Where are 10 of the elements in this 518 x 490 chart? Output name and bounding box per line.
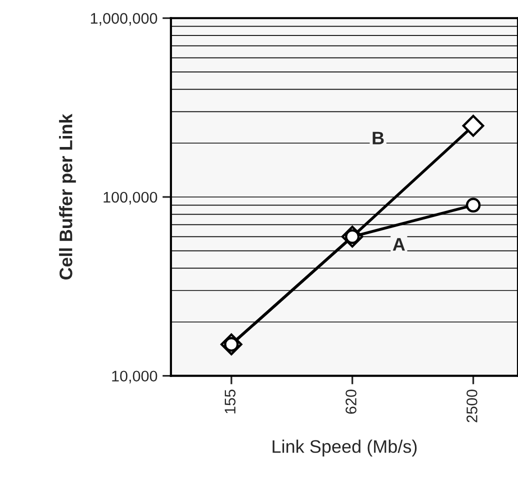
x-tick-label: 2500 <box>466 390 478 422</box>
x-axis-title: Link Speed (Mb/s) <box>272 440 417 457</box>
x-tick-label: 620 <box>346 390 356 414</box>
y-tick-label: 1,000,000 <box>90 13 158 26</box>
y-tick-label: 10,000 <box>112 370 158 384</box>
x-tick-label: 155 <box>224 390 236 414</box>
y-tick-label: 100,000 <box>104 192 158 204</box>
y-axis-title: Cell Buffer per Link <box>59 114 76 280</box>
text: B <box>372 132 384 144</box>
series-label: A <box>392 238 405 251</box>
